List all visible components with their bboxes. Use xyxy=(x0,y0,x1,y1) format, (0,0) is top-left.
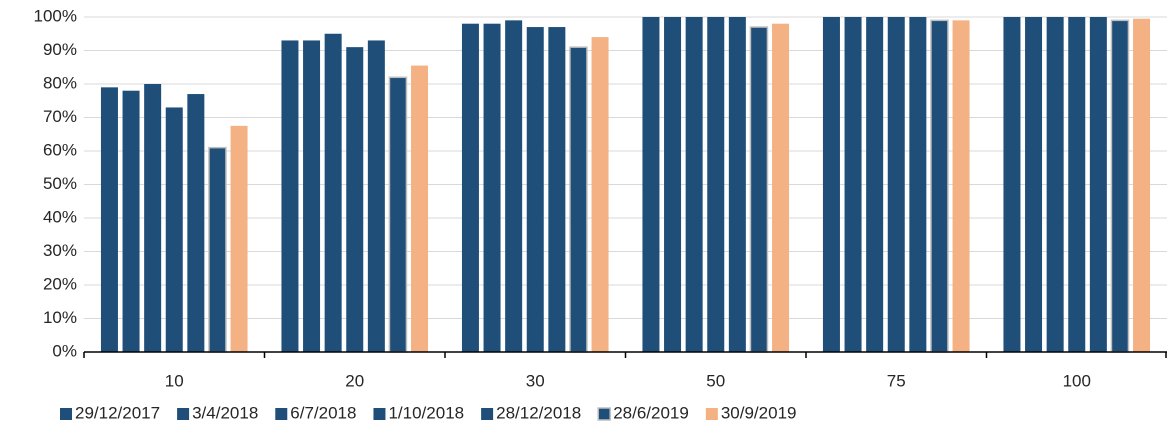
bar xyxy=(844,17,862,352)
bar xyxy=(866,17,884,352)
bar xyxy=(461,23,479,352)
legend-label: 3/4/2018 xyxy=(192,403,258,422)
bar xyxy=(411,65,429,352)
bar xyxy=(526,27,544,353)
y-tick-label: 10% xyxy=(43,308,77,327)
legend-label: 30/9/2019 xyxy=(721,403,797,422)
legend-label: 29/12/2017 xyxy=(75,403,160,422)
bar xyxy=(303,40,321,352)
bar xyxy=(324,33,342,352)
bar xyxy=(822,17,840,352)
bar xyxy=(887,17,905,352)
legend-swatch xyxy=(275,408,288,420)
bar xyxy=(548,27,566,353)
bar xyxy=(367,40,385,352)
bar xyxy=(772,23,790,352)
legend-label: 1/10/2018 xyxy=(388,403,464,422)
bar xyxy=(346,47,364,353)
bar xyxy=(281,40,299,352)
bar xyxy=(187,94,205,353)
bar xyxy=(208,146,227,353)
y-tick-label: 40% xyxy=(43,207,77,226)
x-tick-label: 10 xyxy=(165,371,184,390)
bar xyxy=(664,17,682,352)
bar xyxy=(1025,17,1043,352)
bar xyxy=(1110,19,1130,353)
bar xyxy=(122,90,140,352)
bar xyxy=(165,107,183,352)
bar xyxy=(100,87,118,352)
legend-swatch xyxy=(481,408,494,420)
bar xyxy=(642,17,660,352)
bar xyxy=(952,20,970,352)
x-tick-label: 100 xyxy=(1063,371,1091,390)
bar xyxy=(685,17,703,352)
y-tick-label: 90% xyxy=(43,40,77,59)
y-tick-label: 70% xyxy=(43,107,77,126)
legend-label: 6/7/2018 xyxy=(290,403,356,422)
bar xyxy=(388,76,408,353)
bar xyxy=(1133,18,1151,353)
bar xyxy=(230,125,248,352)
bar xyxy=(505,20,523,352)
x-tick-label: 20 xyxy=(345,371,364,390)
x-tick-label: 75 xyxy=(887,371,906,390)
legend-swatch xyxy=(60,408,72,420)
legend-label: 28/12/2018 xyxy=(496,403,581,422)
x-tick-label: 50 xyxy=(706,371,725,390)
y-tick-label: 50% xyxy=(43,174,77,193)
bar xyxy=(144,84,162,352)
legend-swatch xyxy=(177,408,190,420)
y-tick-label: 30% xyxy=(43,241,77,260)
y-tick-label: 80% xyxy=(43,73,77,92)
bar xyxy=(930,19,949,353)
bar xyxy=(569,46,588,353)
y-tick-label: 20% xyxy=(43,274,77,293)
bar xyxy=(909,17,927,352)
bar xyxy=(483,23,501,352)
bar xyxy=(728,17,746,352)
bar xyxy=(591,37,609,352)
x-tick-label: 30 xyxy=(526,371,545,390)
legend-swatch xyxy=(597,407,611,421)
bar xyxy=(707,17,725,352)
bar xyxy=(1068,17,1086,352)
legend-label: 28/6/2019 xyxy=(613,403,689,422)
y-tick-label: 100% xyxy=(34,6,77,25)
y-tick-label: 60% xyxy=(43,140,77,159)
legend-swatch xyxy=(705,408,718,420)
legend-swatch xyxy=(373,408,386,420)
bar xyxy=(1046,17,1064,352)
bar xyxy=(749,26,769,353)
bar xyxy=(1003,17,1021,352)
y-tick-label: 0% xyxy=(52,341,77,360)
bar xyxy=(1089,17,1107,352)
